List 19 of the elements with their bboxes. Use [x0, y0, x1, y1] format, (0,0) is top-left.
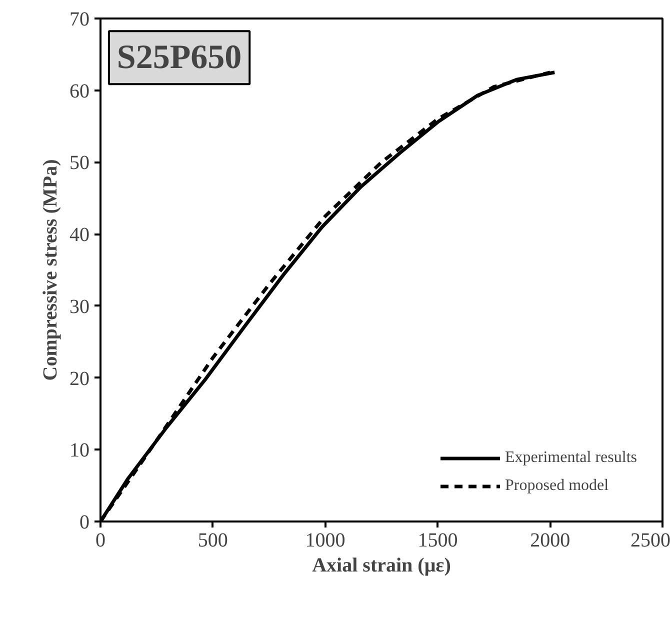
y-tick-label: 50 — [70, 152, 90, 174]
y-axis-title: Compressive stress (MPa) — [40, 159, 62, 381]
x-axis-title: Axial strain (με) — [312, 554, 451, 576]
y-tick-label: 30 — [70, 296, 90, 318]
x-tick-label: 0 — [96, 530, 106, 552]
x-tick-label: 1000 — [305, 530, 346, 552]
y-tick-label: 10 — [70, 440, 90, 462]
y-tick-label: 70 — [70, 8, 90, 30]
x-tick-label: 500 — [198, 530, 228, 552]
x-tick-label: 2500 — [630, 530, 670, 552]
y-tick-label: 40 — [70, 224, 90, 246]
x-tick-label: 2000 — [530, 530, 570, 552]
y-tick-label: 0 — [80, 512, 90, 534]
legend-label: Proposed model — [505, 477, 609, 495]
annotation: S25P650 — [116, 39, 242, 76]
y-tick-label: 60 — [70, 80, 90, 102]
y-tick-label: 20 — [70, 368, 90, 390]
x-tick-label: 1500 — [418, 530, 458, 552]
legend-label: Experimental results — [505, 449, 637, 467]
